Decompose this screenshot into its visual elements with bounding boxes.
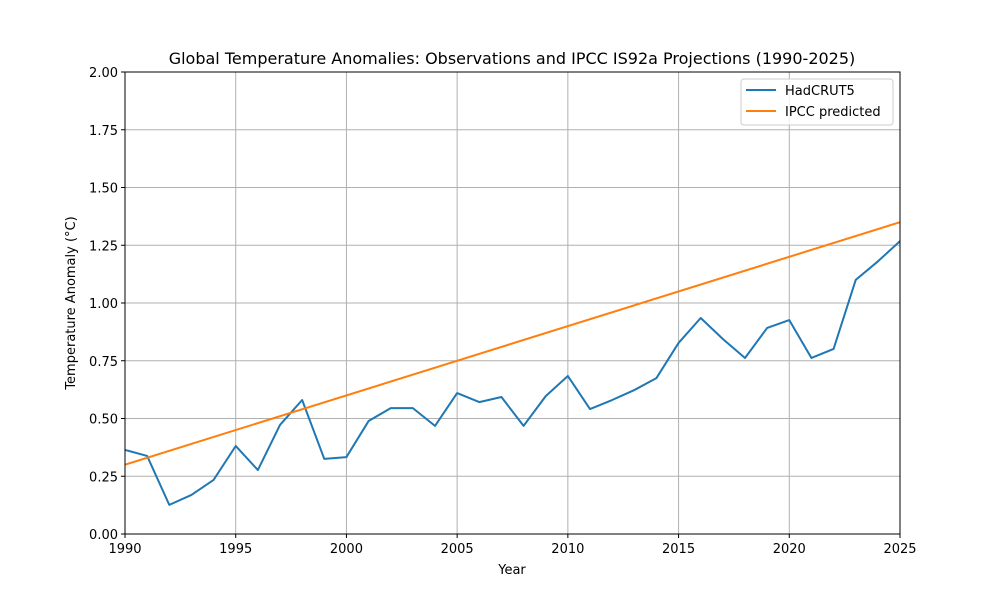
y-tick-label: 1.75 [89, 124, 118, 139]
x-tick-label: 2025 [883, 542, 916, 557]
x-tick-label: 2005 [441, 542, 474, 557]
y-tick-label: 0.75 [89, 355, 118, 370]
y-axis-label: Temperature Anomaly (°C) [64, 216, 79, 390]
y-tick-label: 0.50 [89, 413, 118, 428]
legend-label-hadcrut5: HadCRUT5 [785, 84, 855, 99]
y-tick-label: 1.50 [89, 182, 118, 197]
ticks: 1990 1995 2000 2005 2010 2015 2020 2025 0.00 0.25… [89, 66, 917, 557]
x-tick-label: 2020 [773, 542, 806, 557]
legend-label-ipcc: IPCC predicted [785, 105, 881, 120]
legend: HadCRUT5 IPCC predicted [740, 78, 894, 126]
chart-title: Global Temperature Anomalies: Observatio… [169, 49, 856, 68]
series-layer [124, 221, 901, 506]
series-line-hadcrut5 [124, 240, 901, 506]
grid [124, 71, 901, 535]
y-tick-label: 2.00 [89, 66, 118, 81]
legend-box [740, 78, 894, 126]
x-tick-label: 2015 [662, 542, 695, 557]
x-tick-label: 2000 [330, 542, 363, 557]
y-tick-label: 0.00 [89, 528, 118, 543]
x-tick-label: 2010 [551, 542, 584, 557]
x-axis-label: Year [497, 563, 526, 578]
x-tick-label: 1995 [219, 542, 252, 557]
y-tick-label: 0.25 [89, 470, 118, 485]
x-tick-label: 1990 [108, 542, 141, 557]
y-tick-label: 1.25 [89, 239, 118, 254]
y-tick-label: 1.00 [89, 297, 118, 312]
series-line-ipcc-predicted [124, 221, 901, 466]
